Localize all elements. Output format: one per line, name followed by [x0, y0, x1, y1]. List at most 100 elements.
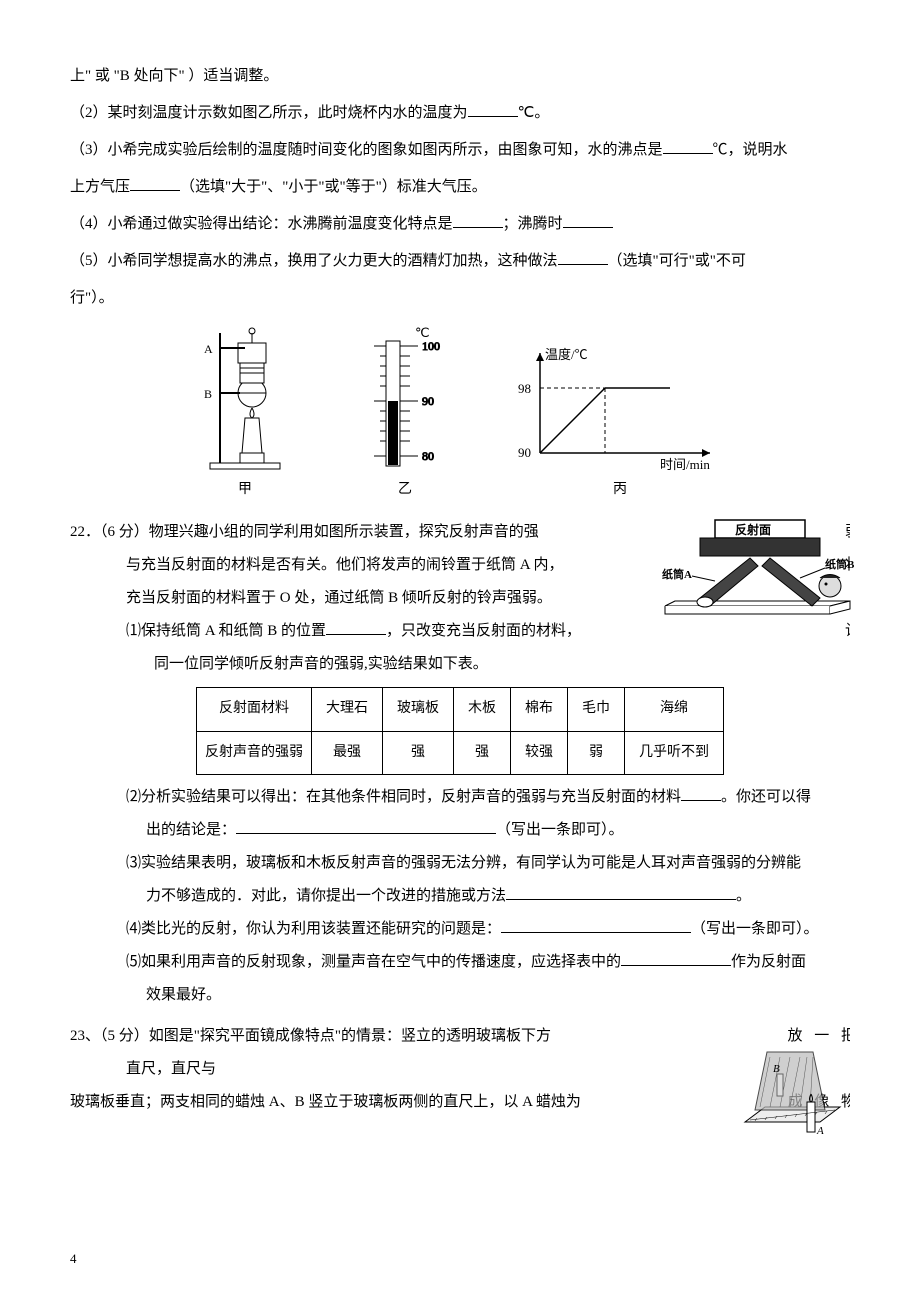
q22-sub1-c: 同一位同学倾听反射声音的强弱,实验结果如下表。 — [154, 656, 488, 672]
cell-d3: 强 — [454, 731, 511, 775]
svg-text:90: 90 — [518, 445, 531, 460]
q5-text-a: （5）小希同学想提高水的沸点，换用了火力更大的酒精灯加热，这种做法 — [70, 253, 558, 269]
q22-sub5-line2: 效果最好。 — [70, 979, 850, 1012]
q23-head-b: 直尺，直尺与 — [126, 1061, 216, 1077]
q23-head-c: 玻璃板垂直；两支相同的蜡烛 A、B 竖立于玻璃板两侧的直尺上，以 A 蜡烛为 — [70, 1094, 581, 1110]
q23-diagram: A B — [735, 1032, 845, 1152]
q5-line1: （5）小希同学想提高水的沸点，换用了火力更大的酒精灯加热，这种做法 （选填"可行"… — [70, 245, 850, 278]
q5-text-c: 行"）。 — [70, 290, 114, 306]
cell-d5: 弱 — [568, 731, 625, 775]
blank-q22-3[interactable] — [506, 885, 736, 900]
document-body: 上" 或 "B 处向下" ）适当调整。 （2）某时刻温度计示数如图乙所示，此时烧… — [70, 60, 850, 1119]
q22-sub5-a: ⑸如果利用声音的反射现象，测量声音在空气中的传播速度，应选择表中的 — [126, 954, 621, 970]
page-number: 4 — [70, 1245, 77, 1274]
q3-text-b: ℃，说明水 — [713, 142, 788, 158]
blank-q2[interactable] — [468, 102, 518, 117]
graph-svg: 温度/℃ 时间/min 98 90 — [510, 343, 730, 473]
q5-line2: 行"）。 — [70, 282, 850, 315]
q22-sub4-line1: ⑷类比光的反射，你认为利用该装置还能研究的问题是： （写出一条即可）。 — [70, 913, 850, 946]
row-label: 反射声音的强弱 — [197, 731, 312, 775]
q22-head-b: 与充当反射面的材料是否有关。他们将发声的闹铃置于纸筒 A 内， — [126, 557, 564, 573]
th-c5: 毛巾 — [568, 687, 625, 731]
th-c3: 木板 — [454, 687, 511, 731]
svg-text:98: 98 — [518, 381, 531, 396]
q3-text-a: （3）小希完成实验后绘制的温度随时间变化的图象如图丙所示，由图象可知，水的沸点是 — [70, 142, 663, 158]
q23-line2: 直尺，直尺与 — [70, 1053, 850, 1086]
blank-q3b[interactable] — [130, 176, 180, 191]
figure-yi: ℃ 100 90 80 — [360, 323, 450, 506]
q23-head-a: 23、（5 分）如图是"探究平面镜成像特点"的情景：竖立的透明玻璃板下方 — [70, 1028, 551, 1044]
q22-sub2-d: （写出一条即可）。 — [496, 822, 624, 838]
thermometer-svg: ℃ 100 90 80 — [360, 323, 450, 473]
blank-q4a[interactable] — [453, 213, 503, 228]
q3-line2: 上方气压 （选填"大于"、"小于"或"等于"）标准大气压。 — [70, 171, 850, 204]
th-c4: 棉布 — [511, 687, 568, 731]
fig-jia-label: 甲 — [238, 475, 252, 506]
q22-sub5-line1: ⑸如果利用声音的反射现象，测量声音在空气中的传播速度，应选择表中的 作为反射面 — [70, 946, 850, 979]
q22-sub3-a: ⑶实验结果表明，玻璃板和木板反射声音的强弱无法分辨，有同学认为可能是人耳对声音强… — [126, 855, 801, 871]
svg-text:A: A — [204, 342, 213, 356]
q22-sub2-line2: 出的结论是： （写出一条即可）。 — [70, 814, 850, 847]
blank-q22-1[interactable] — [326, 620, 386, 635]
svg-text:A: A — [816, 1125, 824, 1137]
blank-q4b[interactable] — [563, 213, 613, 228]
q22-sub4-b: （写出一条即可）。 — [691, 921, 819, 937]
th-c1: 大理石 — [312, 687, 383, 731]
blank-q3a[interactable] — [663, 139, 713, 154]
q4-text-a: （4）小希通过做实验得出结论：水沸腾前温度变化特点是 — [70, 216, 453, 232]
q23-section: A B 23、（5 分）如图是"探究平面镜成像特点"的情景：竖立的透明玻璃板下方… — [70, 1020, 850, 1119]
q22-sub1-a: ⑴保持纸筒 A 和纸筒 B 的位置 — [126, 623, 326, 639]
figure-jia: A B 甲 — [190, 323, 300, 506]
q22-sub1-b: ，只改变充当反射面的材料， — [386, 623, 581, 639]
cell-d6: 几乎听不到 — [625, 731, 724, 775]
q23-line3: 玻璃板垂直；两支相同的蜡烛 A、B 竖立于玻璃板两侧的直尺上，以 A 蜡烛为 成… — [70, 1086, 850, 1119]
q22-sub5-c: 效果最好。 — [146, 987, 221, 1003]
figure-bing: 温度/℃ 时间/min 98 90 丙 — [510, 343, 730, 506]
q22-head-c: 充当反射面的材料置于 O 处，通过纸筒 B 倾听反射的铃声强弱。 — [126, 590, 552, 606]
q22-sub1-line2: 同一位同学倾听反射声音的强弱,实验结果如下表。 — [70, 648, 850, 681]
q3-text-c: 上方气压 — [70, 179, 130, 195]
svg-text:B: B — [204, 387, 212, 401]
fig-yi-label: 乙 — [398, 475, 412, 506]
svg-text:温度/℃: 温度/℃ — [545, 347, 588, 362]
q22-sub2-c: 出的结论是： — [146, 822, 236, 838]
blank-q22-2b[interactable] — [236, 819, 496, 834]
q3-text-d: （选填"大于"、"小于"或"等于"）标准大气压。 — [180, 179, 487, 195]
q22-diagram: 反射面 纸筒A 纸筒B — [660, 516, 860, 626]
q5-text-b: （选填"可行"或"不可 — [608, 253, 746, 269]
q22-table: 反射面材料 大理石 玻璃板 木板 棉布 毛巾 海绵 反射声音的强弱 最强 强 强… — [196, 687, 724, 776]
q22-sub3-line2: 力不够造成的．对此，请你提出一个改进的措施或方法。 — [70, 880, 850, 913]
figures-row: A B 甲 ℃ — [70, 323, 850, 506]
q22-sub4-a: ⑷类比光的反射，你认为利用该装置还能研究的问题是： — [126, 921, 501, 937]
table-row: 反射面材料 大理石 玻璃板 木板 棉布 毛巾 海绵 — [197, 687, 724, 731]
q22-sub3-b: 力不够造成的．对此，请你提出一个改进的措施或方法 — [146, 888, 506, 904]
cell-d2: 强 — [383, 731, 454, 775]
q22-sub2-b: 。你还可以得 — [721, 789, 811, 805]
q22-sub2-a: ⑵分析实验结果可以得出：在其他条件相同时，反射声音的强弱与充当反射面的材料 — [126, 789, 681, 805]
q3-line1: （3）小希完成实验后绘制的温度随时间变化的图象如图丙所示，由图象可知，水的沸点是… — [70, 134, 850, 167]
th-c2: 玻璃板 — [383, 687, 454, 731]
blank-q22-4[interactable] — [501, 918, 691, 933]
q22-sub2-line1: ⑵分析实验结果可以得出：在其他条件相同时，反射声音的强弱与充当反射面的材料 。你还… — [70, 781, 850, 814]
svg-text:纸筒A: 纸筒A — [662, 567, 692, 581]
cell-d1: 最强 — [312, 731, 383, 775]
svg-text:℃: ℃ — [415, 325, 430, 340]
svg-text:反射面: 反射面 — [735, 522, 771, 537]
q2-line: （2）某时刻温度计示数如图乙所示，此时烧杯内水的温度为℃。 — [70, 97, 850, 130]
q22-sub3-line1: ⑶实验结果表明，玻璃板和木板反射声音的强弱无法分辨，有同学认为可能是人耳对声音强… — [70, 847, 850, 880]
blank-q5[interactable] — [558, 250, 608, 265]
q2-text-a: （2）某时刻温度计示数如图乙所示，此时烧杯内水的温度为 — [70, 105, 468, 121]
svg-text:时间/min: 时间/min — [660, 457, 710, 472]
svg-text:纸筒B: 纸筒B — [825, 557, 855, 571]
blank-q22-5[interactable] — [621, 951, 731, 966]
svg-text:B: B — [773, 1063, 780, 1075]
q23-line1: 23、（5 分）如图是"探究平面镜成像特点"的情景：竖立的透明玻璃板下方 放 一… — [70, 1020, 850, 1053]
apparatus-svg: A B — [190, 323, 300, 473]
table-row: 反射声音的强弱 最强 强 强 较强 弱 几乎听不到 — [197, 731, 724, 775]
th-c6: 海绵 — [625, 687, 724, 731]
blank-q22-2a[interactable] — [681, 786, 721, 801]
preamble-line0: 上" 或 "B 处向下" ）适当调整。 — [70, 60, 850, 93]
q22-section: 反射面 纸筒A 纸筒B 22．（6 分）物理兴趣小组的同学利 — [70, 516, 850, 1013]
q22-sub5-b: 作为反射面 — [731, 954, 806, 970]
cell-d4: 较强 — [511, 731, 568, 775]
